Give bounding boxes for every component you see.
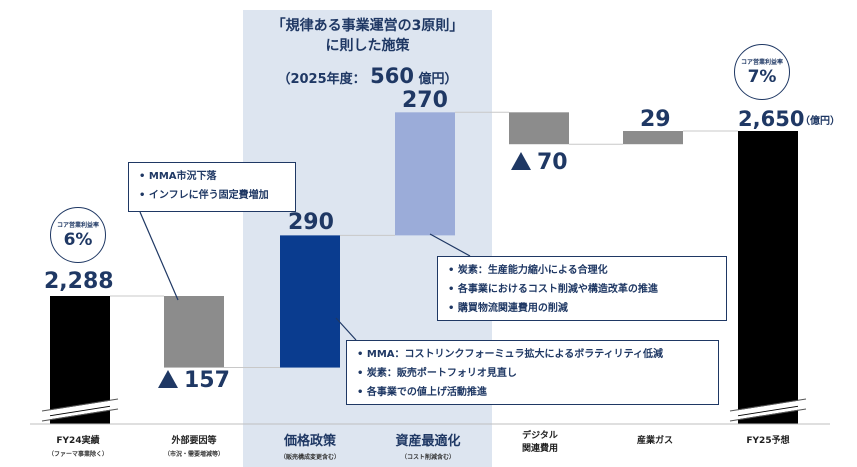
category-label-text-line2: 関連費用 — [521, 444, 558, 454]
category-label-text: FY24実績 — [56, 436, 100, 446]
callout-item: 各事業におけるコスト削減や構造改革の推進 — [448, 280, 716, 299]
decrease-triangle-icon — [511, 152, 531, 170]
margin-badge-value: 7% — [747, 67, 777, 87]
margin-badge-fy24: コア営業利益率 6% — [50, 207, 106, 263]
callout-item: 購買物流関連費用の削減 — [448, 299, 716, 318]
category-sublabel: （市況・需要増減等） — [163, 451, 224, 458]
category-sublabel: （販売構成変更含む） — [279, 454, 340, 461]
margin-badge-title: コア営業利益率 — [56, 222, 99, 229]
callout-leader-external — [139, 211, 179, 301]
bar-2 — [280, 235, 340, 368]
callout-asset: 炭素：生産能力縮小による合理化 各事業におけるコスト削減や構造改革の推進 購買物… — [437, 256, 727, 321]
callout-leader-price — [335, 317, 357, 341]
margin-badge-title: コア営業利益率 — [740, 59, 783, 66]
headline-amount-value: 560 — [370, 64, 414, 88]
category-label-asset: 資産最適化 （コスト削減含む） — [378, 430, 478, 461]
bar-3 — [395, 112, 455, 236]
callout-external: MMA市況下落 インフレに伴う固定費増加 — [128, 162, 296, 212]
axis-break-mark — [729, 399, 807, 417]
headline-title: 「規律ある事業運営の3原則」 — [271, 18, 464, 34]
category-label-text: 外部要因等 — [171, 436, 217, 446]
margin-badge-fy25: コア営業利益率 7% — [734, 44, 790, 100]
headline-amount-prefix: （2025年度： — [277, 72, 366, 87]
axis-break-mark — [41, 398, 119, 412]
headline-subtitle: に則した施策 — [325, 38, 410, 54]
category-label-text: 価格政策 — [283, 434, 336, 449]
value-label-external: 157 — [158, 368, 230, 393]
callout-item: MMA：コストリンクフォーミュラ拡大によるボラティリティ低減 — [357, 345, 708, 364]
axis-break-mark — [729, 408, 807, 422]
unit-label: （億円） — [800, 116, 840, 127]
callout-leader-asset — [429, 233, 471, 257]
axis-break-mark — [41, 408, 119, 422]
headline-amount-unit: 億円） — [418, 72, 458, 87]
decrease-triangle-icon — [158, 370, 178, 388]
category-label-price: 価格政策 （販売構成変更含む） — [264, 430, 356, 461]
value-label-gas: 29 — [640, 107, 671, 132]
category-label-text: デジタル — [522, 431, 558, 441]
bar-6 — [738, 131, 798, 424]
value-label-digital: 70 — [511, 150, 568, 175]
axis-break-mark — [41, 399, 119, 417]
headline-amount: （2025年度： 560 億円） — [243, 64, 492, 88]
category-sublabel: （ファーマ事業除く） — [47, 451, 108, 458]
bar-1 — [164, 296, 224, 368]
axis-break-mark — [729, 405, 807, 421]
category-sublabel: （コスト削減含む） — [400, 454, 455, 461]
callout-item: 各事業での値上げ活動推進 — [357, 383, 708, 402]
category-label-fy24: FY24実績 （ファーマ事業除く） — [34, 433, 122, 458]
callout-item: インフレに伴う固定費増加 — [139, 186, 285, 205]
category-label-fy25: FY25予想 — [746, 436, 790, 446]
callout-item: MMA市況下落 — [139, 167, 285, 186]
value-label-fy25: 2,650 — [738, 107, 805, 131]
category-label-external: 外部要因等 （市況・需要増減等） — [148, 433, 240, 458]
bar-4 — [509, 112, 569, 145]
axis-break-mark — [729, 398, 807, 412]
value-label-asset: 270 — [402, 88, 448, 113]
value-label-fy24: 2,288 — [44, 269, 114, 294]
value-label-digital-text: 70 — [537, 150, 568, 175]
axis-break-mark — [41, 405, 119, 421]
category-label-gas: 産業ガス — [636, 436, 673, 446]
value-label-external-text: 157 — [184, 368, 230, 393]
margin-badge-value: 6% — [63, 230, 93, 250]
category-label-text: 資産最適化 — [395, 434, 461, 449]
bar-5 — [623, 131, 683, 145]
category-label-digital: デジタル 関連費用 — [500, 430, 580, 456]
callout-item: 炭素：生産能力縮小による合理化 — [448, 261, 716, 280]
value-label-price: 290 — [288, 210, 334, 235]
callout-price: MMA：コストリンクフォーミュラ拡大によるボラティリティ低減 炭素：販売ポートフ… — [346, 340, 719, 405]
callout-item: 炭素：販売ポートフォリオ見直し — [357, 364, 708, 383]
